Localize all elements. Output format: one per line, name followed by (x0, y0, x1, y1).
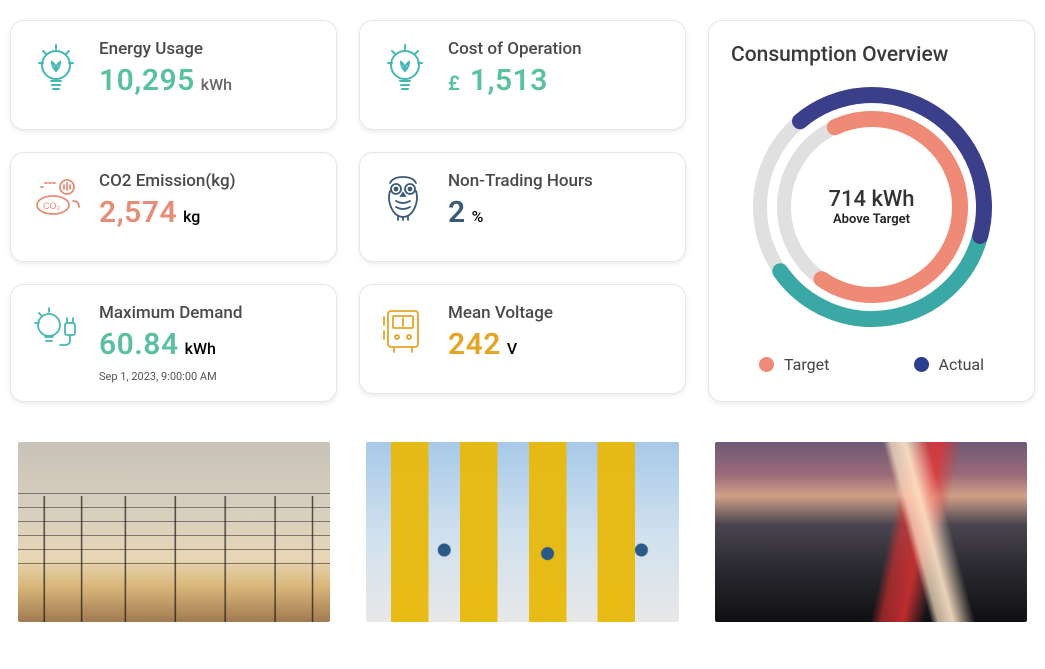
donut-center-value: 714 kWh (828, 187, 914, 212)
bulb-leaf-icon (31, 39, 93, 95)
card-value: 2 (448, 195, 466, 230)
card-mean-voltage: Mean Voltage 242 V (359, 284, 686, 394)
card-title: Energy Usage (99, 39, 316, 59)
legend-dot-actual (914, 357, 929, 372)
card-unit: % (472, 207, 484, 226)
card-co2-emission: CO₂ CO2 Emission(kg) 2,574 kg (10, 152, 337, 262)
card-value: 2,574 (99, 195, 177, 230)
card-non-trading: Non-Trading Hours 2 % (359, 152, 686, 262)
meter-icon (380, 303, 442, 355)
svg-text:CO₂: CO₂ (43, 201, 61, 211)
card-title: Non-Trading Hours (448, 171, 665, 191)
card-title: CO2 Emission(kg) (99, 171, 316, 191)
card-subtext: Sep 1, 2023, 9:00:00 AM (99, 370, 316, 383)
card-cost-operation: Cost of Operation £ 1,513 (359, 20, 686, 130)
card-value: 60.84 (99, 327, 179, 362)
owl-icon (380, 171, 442, 223)
card-value: 1,513 (470, 63, 548, 98)
donut-center-label: Above Target (828, 212, 914, 227)
card-value: 10,295 (99, 63, 195, 98)
legend-dot-target (759, 357, 774, 372)
card-unit: kWh (185, 339, 216, 358)
overview-title: Consumption Overview (731, 43, 948, 67)
legend-label: Target (784, 355, 829, 374)
card-unit: V (507, 339, 517, 358)
bulb-leaf-icon (380, 39, 442, 95)
card-title: Maximum Demand (99, 303, 316, 323)
card-energy-usage: Energy Usage 10,295 kWh (10, 20, 337, 130)
bulb-plug-icon (31, 303, 93, 355)
image-highway (715, 442, 1027, 622)
image-gas-pipes (366, 442, 678, 622)
image-power-lines (18, 442, 330, 622)
legend-target: Target (759, 355, 829, 374)
card-prefix: £ (448, 71, 460, 95)
legend-label: Actual (939, 355, 984, 374)
card-consumption-overview: Consumption Overview 714 kWh Above Targe… (708, 20, 1035, 402)
card-title: Mean Voltage (448, 303, 665, 323)
legend-actual: Actual (914, 355, 984, 374)
donut-chart: 714 kWh Above Target (742, 77, 1002, 337)
card-max-demand: Maximum Demand 60.84 kWh Sep 1, 2023, 9:… (10, 284, 337, 402)
co2-icon: CO₂ (31, 171, 93, 219)
card-unit: kWh (201, 75, 232, 94)
card-title: Cost of Operation (448, 39, 665, 59)
card-unit: kg (183, 207, 200, 226)
card-value: 242 (448, 327, 501, 362)
